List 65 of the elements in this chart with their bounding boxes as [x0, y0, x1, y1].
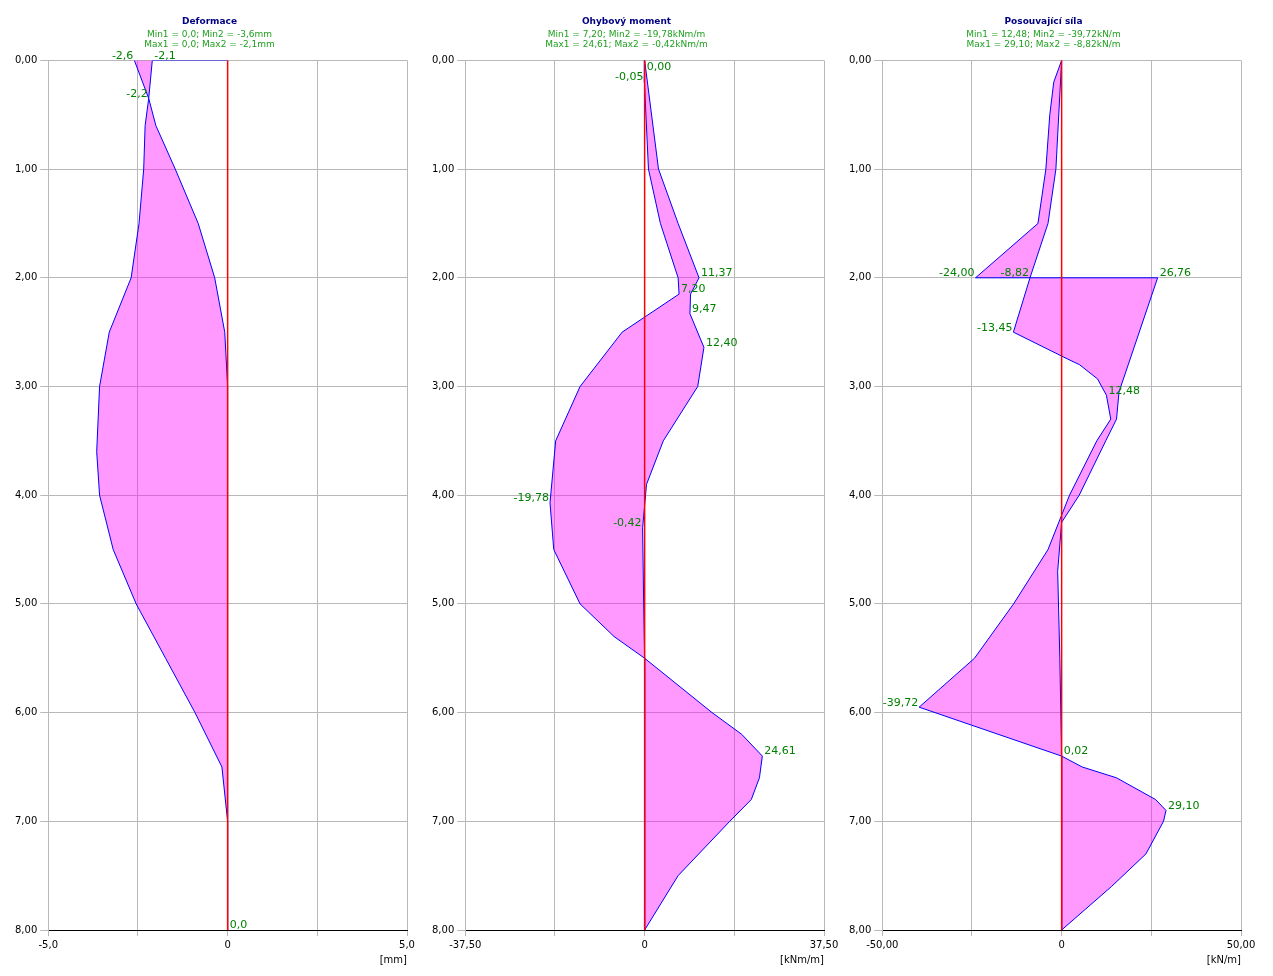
y-tick-label: 2,00: [849, 271, 872, 283]
annotation: 26,76: [1159, 266, 1192, 280]
y-tick-label: 3,00: [849, 380, 872, 392]
chart-title: Deformace: [181, 15, 238, 26]
chart-subtitle: Min1 = 7,20; Min2 = -19,78kNm/m Max1 = 24,61; Max2 = -0,42kNm/m: [545, 28, 708, 50]
annotation: 7,20: [681, 282, 706, 296]
y-tick-label: 7,00: [432, 814, 455, 826]
annotation: 0,02: [1063, 744, 1089, 758]
x-tick-label: -5,0: [38, 938, 59, 950]
x-axis-title: [kN/m]: [1206, 953, 1242, 965]
y-tick-label: 0,00: [432, 53, 455, 65]
y-tick-label: 4,00: [432, 488, 455, 500]
y-tick-label: 7,00: [15, 814, 38, 826]
x-axis-title: [mm]: [379, 953, 408, 965]
x-axis-title: [kNm/m]: [780, 953, 825, 965]
y-tick-label: 0,00: [849, 53, 872, 65]
annotation: 29,10: [1168, 798, 1200, 812]
x-tick-label: 0: [1058, 938, 1065, 950]
y-tick-label: 7,00: [849, 814, 872, 826]
annotation: 0,00: [646, 59, 672, 73]
y-tick-label: 1,00: [432, 162, 455, 174]
y-tick-label: 3,00: [15, 380, 38, 392]
y-tick-label: 2,00: [15, 271, 38, 283]
y-tick-label: 1,00: [849, 162, 872, 174]
annotation: 9,47: [691, 302, 717, 316]
x-tick-label: 5,0: [399, 938, 415, 950]
y-tick-label: 6,00: [432, 706, 455, 718]
y-tick-label: 5,00: [849, 597, 872, 609]
annotation: -2,2: [126, 86, 148, 100]
annotation: -24,00: [939, 266, 975, 280]
y-tick-label: 5,00: [432, 597, 455, 609]
x-tick-label: 0: [641, 938, 648, 950]
annotation: -19,78: [513, 491, 550, 505]
annotation: 0,0: [229, 918, 248, 932]
annotation: -8,82: [1000, 266, 1029, 280]
y-tick-label: 3,00: [432, 380, 455, 392]
annotation: -13,45: [976, 320, 1013, 334]
y-tick-label: 1,00: [15, 162, 38, 174]
y-tick-label: 4,00: [15, 488, 38, 500]
chart-title: Posouvající síla: [1004, 15, 1083, 26]
y-tick-label: 2,00: [432, 271, 455, 283]
x-tick-label: 50,00: [1226, 938, 1256, 950]
y-tick-label: 5,00: [15, 597, 38, 609]
y-tick-label: 0,00: [15, 53, 38, 65]
y-tick-label: 6,00: [15, 706, 38, 718]
chart-subtitle: Min1 = 0,0; Min2 = -3,6mm Max1 = 0,0; Max2 = -2,1mm: [144, 28, 275, 50]
x-tick-label: -50,00: [866, 938, 899, 950]
y-tick-label: 6,00: [849, 706, 872, 718]
y-tick-label: 8,00: [15, 923, 38, 935]
y-tick-label: 8,00: [849, 923, 872, 935]
x-tick-label: -37,50: [449, 938, 482, 950]
chart-subtitle: Min1 = 12,48; Min2 = -39,72kN/m Max1 = 29,10; Max2 = -8,82kN/m: [966, 28, 1121, 50]
annotation: 24,61: [764, 744, 796, 758]
annotation: -0,42: [613, 516, 642, 530]
x-tick-label: 37,50: [809, 938, 839, 950]
annotation: 12,40: [705, 335, 738, 349]
annotation: -2,1: [154, 48, 176, 62]
annotation: -2,6: [111, 48, 134, 62]
annotation: -0,05: [614, 70, 644, 84]
chart-title: Ohybový moment: [581, 15, 672, 26]
y-tick-label: 4,00: [849, 488, 872, 500]
annotation: 11,37: [701, 266, 733, 280]
y-tick-label: 8,00: [432, 923, 455, 935]
x-tick-label: 0: [224, 938, 231, 950]
annotation: -39,72: [882, 695, 919, 709]
